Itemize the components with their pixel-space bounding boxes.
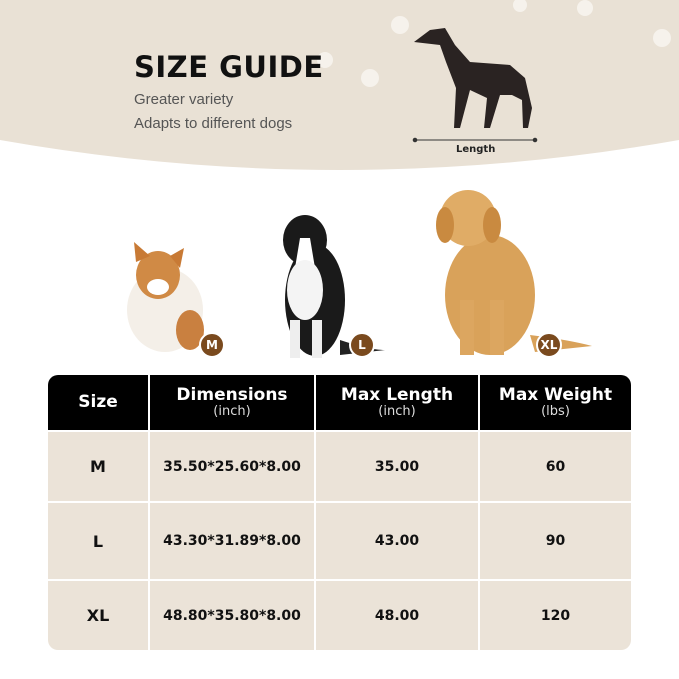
size-badge-m: M bbox=[199, 332, 225, 358]
page-title: SIZE GUIDE bbox=[134, 50, 324, 84]
cell-size: XL bbox=[48, 579, 149, 650]
size-badge-xl: XL bbox=[536, 332, 562, 358]
cell-size: M bbox=[48, 430, 149, 502]
table-row: XL 48.80*35.80*8.00 48.00 120 bbox=[48, 579, 631, 650]
cell-max-weight: 120 bbox=[478, 579, 631, 650]
cell-max-length: 35.00 bbox=[314, 430, 479, 502]
cell-size: L bbox=[48, 501, 149, 580]
cell-max-length: 43.00 bbox=[314, 501, 479, 580]
table-row: M 35.50*25.60*8.00 35.00 60 bbox=[48, 430, 631, 502]
corgi-image bbox=[127, 242, 204, 352]
header-max-weight: Max Weight (lbs) bbox=[478, 375, 631, 431]
cell-max-length: 48.00 bbox=[314, 579, 479, 650]
subtitle-line: Greater variety bbox=[134, 91, 234, 108]
length-label: Length bbox=[456, 144, 496, 155]
header-dimensions: Dimensions (inch) bbox=[148, 375, 315, 431]
cell-max-weight: 90 bbox=[478, 501, 631, 580]
size-table: Size Dimensions (inch) Max Length (inch) M… bbox=[48, 375, 631, 650]
cell-dimensions: 35.50*25.60*8.00 bbox=[148, 430, 315, 502]
cell-dimensions: 48.80*35.80*8.00 bbox=[148, 579, 315, 650]
table-header-row: Size Dimensions (inch) Max Length (inch) M… bbox=[48, 375, 631, 431]
golden-retriever-image bbox=[436, 190, 592, 355]
table-row: L 43.30*31.89*8.00 43.00 90 bbox=[48, 501, 631, 580]
cell-dimensions: 43.30*31.89*8.00 bbox=[148, 501, 315, 580]
header-max-length: Max Length (inch) bbox=[314, 375, 479, 431]
length-indicator-icon bbox=[412, 137, 538, 143]
header-size: Size bbox=[48, 375, 149, 431]
paw-prints-icon bbox=[317, 0, 671, 87]
subtitle-line: Adapts to different dogs bbox=[134, 115, 293, 132]
cell-max-weight: 60 bbox=[478, 430, 631, 502]
greyhound-silhouette-icon bbox=[414, 28, 532, 128]
size-badge-l: L bbox=[349, 332, 375, 358]
border-collie-image bbox=[283, 215, 385, 358]
